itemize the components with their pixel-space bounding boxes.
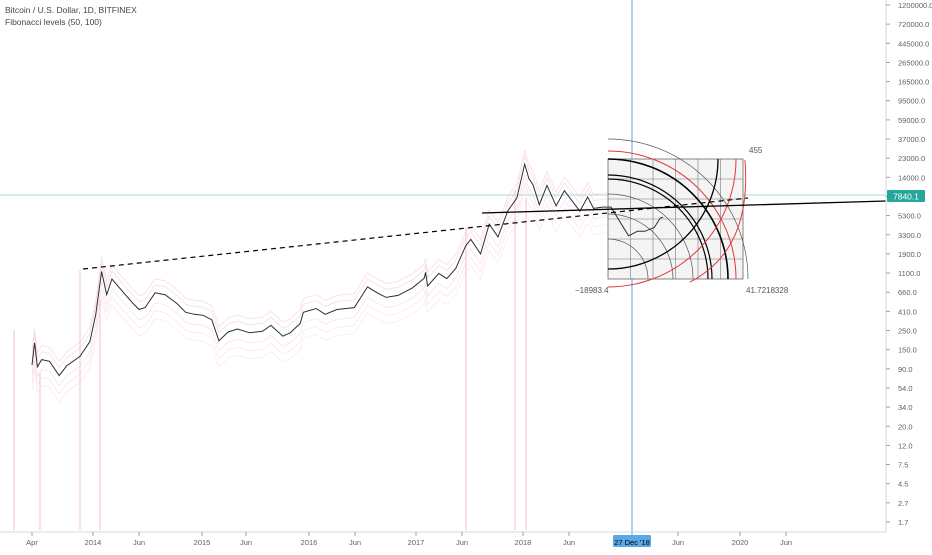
fib-band bbox=[31, 154, 664, 369]
y-tick-label: 1900.0 bbox=[898, 250, 921, 259]
y-tick-label: 1.7 bbox=[898, 518, 908, 527]
y-tick-label: 410.0 bbox=[898, 307, 917, 316]
y-tick-label: 445000.0 bbox=[898, 39, 929, 48]
x-tick-label: 2020 bbox=[732, 538, 749, 547]
fib-arc bbox=[607, 150, 737, 280]
y-tick-label: 250.0 bbox=[898, 327, 917, 336]
y-tick-label: 1200000.0 bbox=[898, 1, 932, 10]
x-tick-label: 2015 bbox=[194, 538, 211, 547]
dashed-trendline[interactable] bbox=[82, 197, 749, 270]
fib-arc bbox=[607, 138, 749, 280]
x-tick-label: Jun bbox=[133, 538, 145, 547]
y-tick-label: 2.7 bbox=[898, 499, 908, 508]
y-tick-label: 165000.0 bbox=[898, 78, 929, 87]
symbol-title[interactable]: Bitcoin / U.S. Dollar, 1D, BITFINEX bbox=[5, 5, 137, 15]
fib-arc bbox=[607, 193, 694, 280]
x-tick-label: 27 Dec '18 bbox=[614, 538, 650, 547]
y-tick-label: 4.5 bbox=[898, 480, 908, 489]
y-tick-label: 660.0 bbox=[898, 288, 917, 297]
x-tick-label: Jun bbox=[672, 538, 684, 547]
y-tick-label: 5300.0 bbox=[898, 212, 921, 221]
y-tick-label: 23000.0 bbox=[898, 154, 925, 163]
y-tick-label: 95000.0 bbox=[898, 97, 925, 106]
fib-arc bbox=[607, 158, 719, 270]
y-tick-label: 34.0 bbox=[898, 403, 913, 412]
indicator-label[interactable]: Fibonacci levels (50, 100) bbox=[5, 17, 102, 27]
y-tick-label: 59000.0 bbox=[898, 116, 925, 125]
fibonacci-bands bbox=[13, 148, 664, 530]
x-tick-label: 2014 bbox=[85, 538, 102, 547]
y-tick-label: 37000.0 bbox=[898, 135, 925, 144]
y-tick-label: 7.5 bbox=[898, 461, 908, 470]
y-tick-label: 14000.0 bbox=[898, 173, 925, 182]
current-price-badge bbox=[887, 190, 925, 202]
y-tick-label: 20.0 bbox=[898, 422, 913, 431]
fib-speed-arcs-tool[interactable] bbox=[607, 138, 749, 288]
fib-arc bbox=[607, 174, 713, 280]
fib-label-bottom-right: 41.7218328 bbox=[746, 286, 789, 295]
fib-label-top: 455 bbox=[749, 146, 763, 155]
price-series bbox=[31, 162, 664, 377]
y-tick-label: 54.0 bbox=[898, 384, 913, 393]
chart-legend: Bitcoin / U.S. Dollar, 1D, BITFINEX Fibo… bbox=[5, 4, 137, 28]
fib-arc bbox=[607, 158, 737, 288]
fib-arc bbox=[607, 158, 729, 280]
price-line[interactable] bbox=[31, 162, 664, 377]
x-tick-label: 2017 bbox=[408, 538, 425, 547]
y-tick-label: 150.0 bbox=[898, 346, 917, 355]
x-tick-label: Jun bbox=[240, 538, 252, 547]
y-tick-label: 3300.0 bbox=[898, 231, 921, 240]
x-tick-label: Jun bbox=[349, 538, 361, 547]
x-tick-label: Apr bbox=[26, 538, 38, 547]
fib-band bbox=[31, 172, 664, 387]
current-price-label: 7840.1 bbox=[893, 192, 919, 202]
x-tick-label: Jun bbox=[456, 538, 468, 547]
date-marker-badge bbox=[613, 535, 651, 547]
y-tick-label: 90.0 bbox=[898, 365, 913, 374]
y-tick-label: 1100.0 bbox=[898, 269, 920, 278]
fib-red-arc bbox=[689, 159, 747, 283]
fib-arc bbox=[607, 178, 709, 280]
fib-band bbox=[31, 148, 664, 363]
fib-arc bbox=[607, 238, 649, 280]
fib-band bbox=[31, 188, 664, 403]
y-tick-label: 265000.0 bbox=[898, 58, 929, 67]
x-axis[interactable]: Apr 2014 Jun 2015 Jun 2016 Jun 2017 Jun 2018 Jun 27… bbox=[26, 532, 792, 547]
solid-trendline[interactable] bbox=[481, 200, 887, 214]
y-tick-label: 12.0 bbox=[898, 441, 913, 450]
fib-band bbox=[31, 180, 664, 395]
fib-label-bottom-left: −18983.4 bbox=[575, 286, 609, 295]
x-tick-label: Jun bbox=[563, 538, 575, 547]
x-tick-label: 2018 bbox=[515, 538, 532, 547]
x-tick-label: 2016 bbox=[301, 538, 318, 547]
x-tick-label: Jun bbox=[780, 538, 792, 547]
fib-arc bbox=[607, 213, 674, 280]
y-tick-label: 720000.0 bbox=[898, 20, 929, 29]
